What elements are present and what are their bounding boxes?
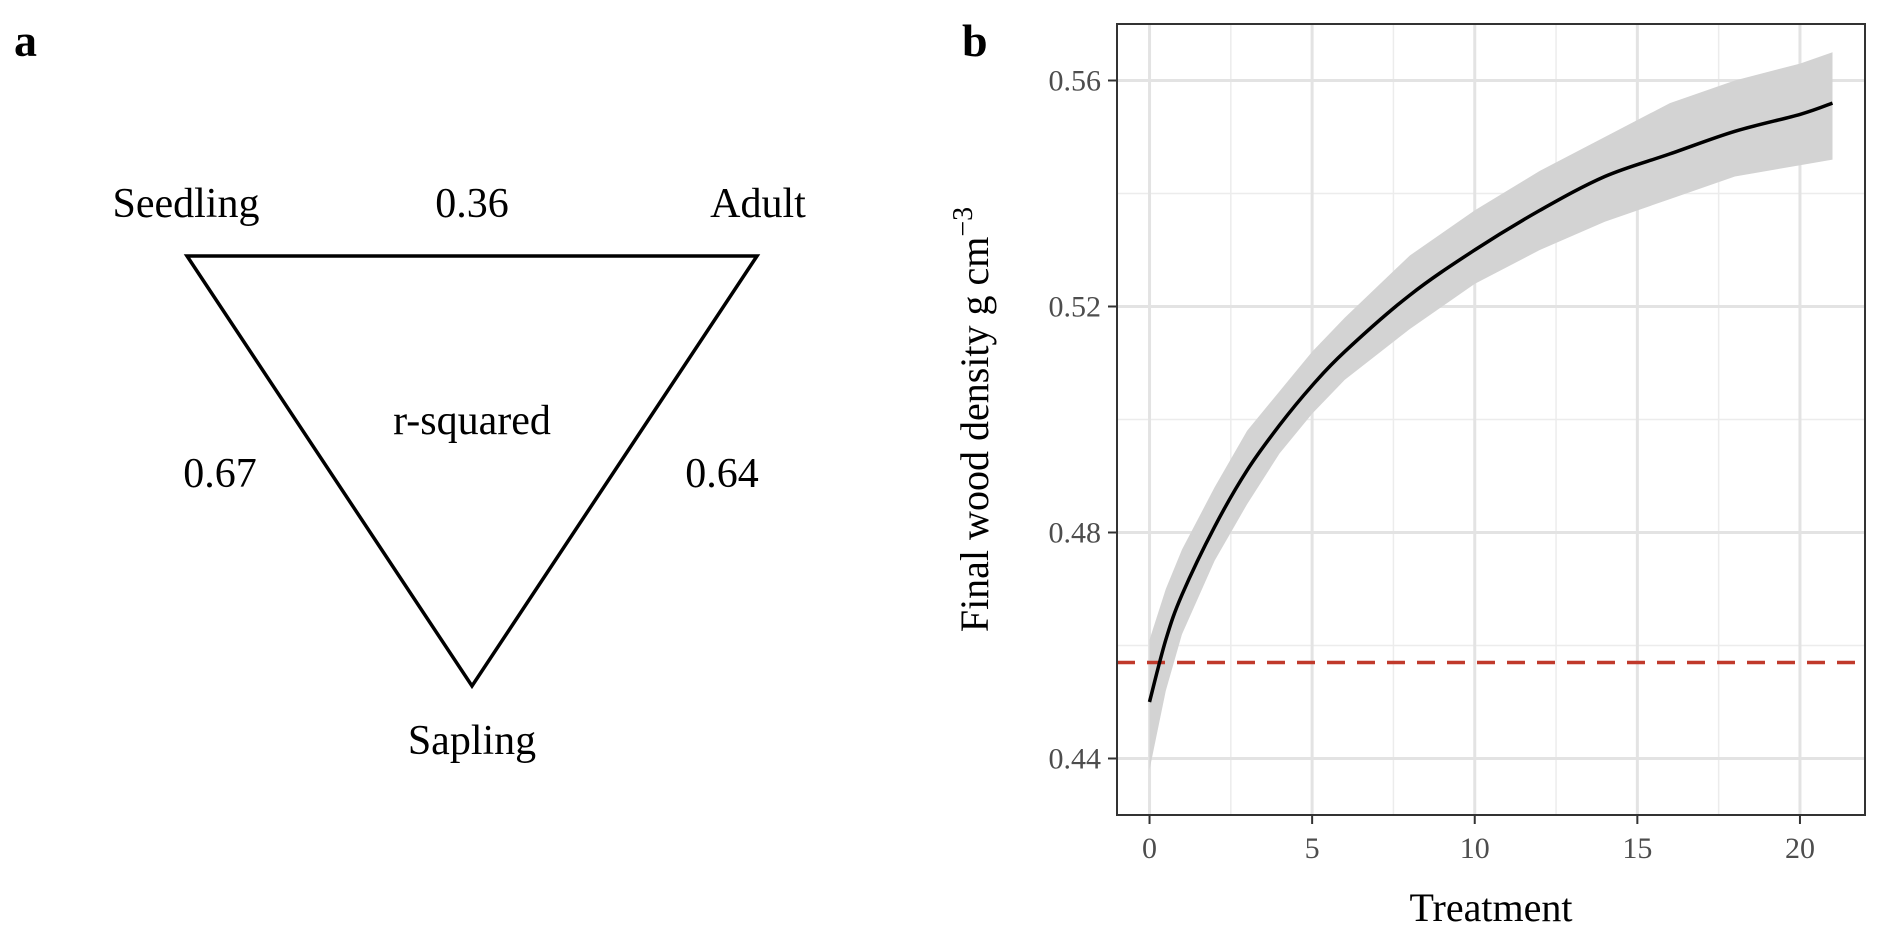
x-tick-label: 10 [1460,832,1490,865]
x-tick-label: 0 [1142,832,1157,865]
x-tick-label: 15 [1622,832,1652,865]
y-axis-title: Final wood density g cm−3 [948,207,997,632]
fit-line [1147,101,1834,703]
axis-ticks: 0 5 10 15 20 0.44 0.48 0.52 0.56 [1049,65,1815,866]
panel-b: b 0 5 10 15 20 0.44 0.48 0.52 0.56 Treatment Fin… [948,15,1866,930]
x-tick-label: 20 [1785,832,1815,865]
edge-value-adult-sapling: 0.64 [685,451,759,497]
panel-a-letter: a [14,15,37,66]
y-tick-label: 0.52 [1049,291,1102,324]
y-tick-label: 0.44 [1049,743,1102,776]
y-axis-title-superscript: −3 [948,207,979,237]
y-axis-title-main: Final wood density g cm [952,237,997,633]
center-label-r-squared: r-squared [393,398,551,444]
node-label-adult: Adult [710,181,806,227]
edge-value-seedling-adult: 0.36 [435,181,509,227]
panel-a: a Seedling Adult Sapling 0.36 0.67 0.64 … [14,15,806,764]
edge-value-seedling-sapling: 0.67 [183,451,257,497]
panel-b-letter: b [962,15,988,66]
node-label-sapling: Sapling [408,718,536,764]
y-tick-label: 0.48 [1049,517,1102,550]
r-squared-triangle [183,254,761,690]
y-tick-label: 0.56 [1049,65,1102,98]
x-tick-label: 5 [1305,832,1320,865]
node-label-seedling: Seedling [113,181,260,227]
plot-panel-border [1116,23,1866,816]
x-axis-title: Treatment [1410,885,1573,930]
